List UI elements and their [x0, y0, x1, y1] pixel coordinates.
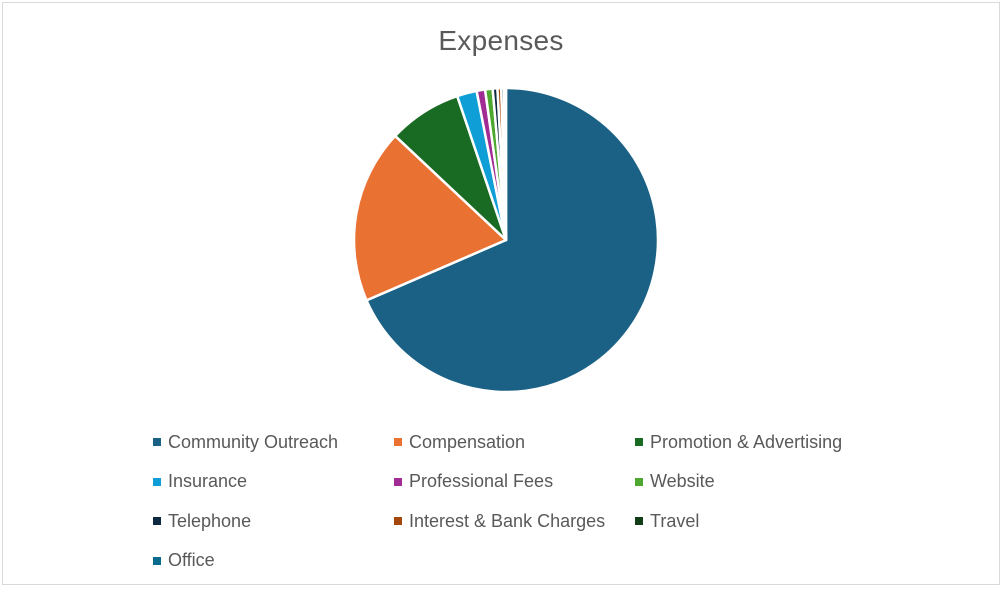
- legend-label: Insurance: [168, 471, 248, 491]
- pie-slice-community-outreach: [365, 86, 660, 394]
- legend-item-promotion-advertising: Promotion & Advertising: [635, 430, 895, 454]
- legend-label: Telephone: [168, 510, 252, 531]
- chart-title: Expenses: [438, 25, 564, 56]
- legend-label: Community Outreach: [168, 431, 339, 452]
- legend-item-travel: Travel: [635, 509, 895, 533]
- legend-swatch: [635, 517, 643, 525]
- legend-label: Professional Fees: [409, 471, 554, 491]
- pie-slice-office: [502, 86, 508, 242]
- legend-label: Compensation: [409, 431, 526, 452]
- legend-swatch: [635, 438, 643, 446]
- legend-swatch: [153, 477, 161, 486]
- pie-slice-compensation: [352, 134, 508, 302]
- chart-legend: Community Outreach Compensation Promotion …: [153, 430, 913, 588]
- legend-label: Website: [650, 471, 715, 491]
- legend-label: Office: [168, 550, 215, 570]
- legend-label: Travel: [650, 510, 700, 531]
- legend-item-telephone: Telephone: [153, 509, 394, 533]
- pie-chart: [352, 86, 660, 394]
- legend-label: Interest & Bank Charges: [409, 510, 606, 531]
- legend-swatch: [153, 517, 161, 525]
- legend-swatch: [153, 556, 161, 565]
- legend-item-interest-bank-charges: Interest & Bank Charges: [394, 509, 635, 533]
- legend-item-office: Office: [153, 549, 394, 573]
- legend-item-insurance: Insurance: [153, 470, 394, 494]
- legend-swatch: [153, 438, 161, 446]
- legend-item-compensation: Compensation: [394, 430, 635, 454]
- legend-swatch: [635, 477, 643, 486]
- legend-item-professional-fees: Professional Fees: [394, 470, 635, 494]
- legend-swatch: [394, 517, 402, 525]
- legend-item-website: Website: [635, 470, 895, 494]
- legend-label: Promotion & Advertising: [650, 431, 843, 452]
- legend-swatch: [394, 477, 402, 486]
- legend-item-community-outreach: Community Outreach: [153, 430, 394, 454]
- legend-swatch: [394, 438, 402, 446]
